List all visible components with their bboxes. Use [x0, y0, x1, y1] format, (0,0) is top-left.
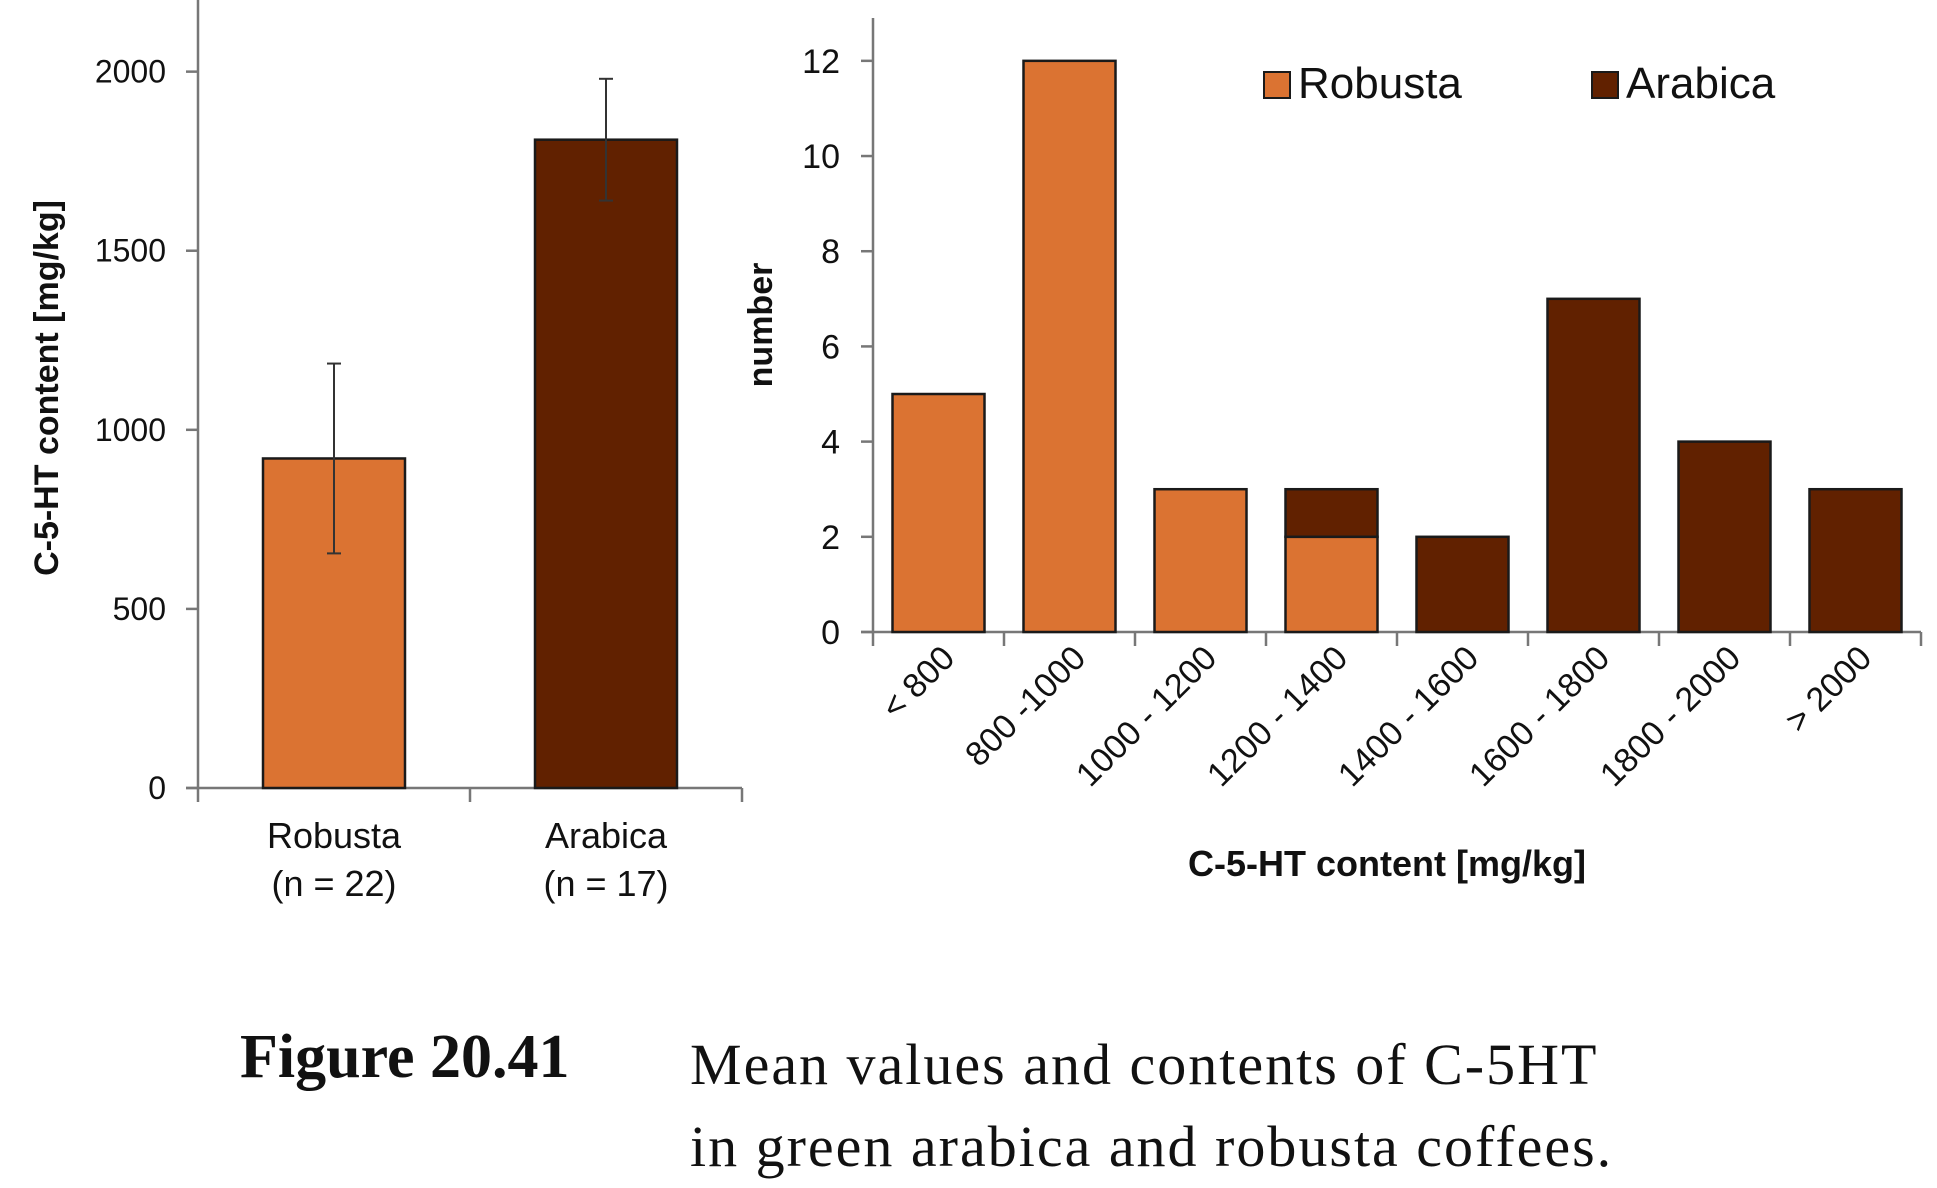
y-tick-label: 2 — [821, 519, 840, 557]
bar-arabica — [1546, 297, 1641, 634]
y-axis-label: C-5-HT content [mg/kg] — [28, 200, 66, 576]
x-category-label: Arabica — [545, 815, 668, 856]
y-tick-label: 0 — [148, 770, 166, 806]
y-axis-label: number — [742, 263, 780, 388]
legend-label-arabica: Arabica — [1626, 59, 1776, 108]
y-tick-label: 0 — [821, 614, 840, 652]
x-category-label: (n = 17) — [543, 863, 668, 904]
bar-robusta — [1153, 487, 1248, 634]
x-category-label: (n = 22) — [271, 863, 396, 904]
x-tick-label: < 800 — [874, 639, 962, 727]
x-tick-label: 1400 - 1600 — [1331, 639, 1486, 794]
caption-line-2: in green arabica and robusta coffees. — [690, 1114, 1614, 1179]
y-tick-label: 500 — [113, 591, 166, 627]
y-tick-label: 2000 — [95, 54, 166, 90]
y-tick-label: 12 — [802, 43, 840, 81]
y-tick-label: 1500 — [95, 233, 166, 269]
legend-swatch-arabica — [1591, 71, 1619, 99]
caption-text: Mean values and contents of C-5HT in gre… — [690, 1024, 1613, 1188]
caption-line-1: Mean values and contents of C-5HT — [690, 1032, 1599, 1097]
bar-arabica — [533, 138, 679, 790]
legend-label-robusta: Robusta — [1298, 59, 1462, 108]
y-tick-label: 10 — [802, 138, 840, 176]
x-tick-label: 800 -1000 — [958, 639, 1093, 774]
x-axis-label: C-5-HT content [mg/kg] — [1188, 843, 1586, 884]
x-tick-label: 1600 - 1800 — [1462, 639, 1617, 794]
bar-arabica — [1677, 440, 1772, 634]
x-category-label: Robusta — [267, 815, 402, 856]
y-tick-label: 4 — [821, 424, 840, 462]
mean-content-chart: 0 500 1000 1500 2000 Robusta (n = 22) Arabica (n… — [28, 0, 744, 904]
y-tick-label: 6 — [821, 328, 840, 366]
x-tick-label: 1800 - 2000 — [1593, 639, 1748, 794]
legend-swatch-robusta — [1263, 71, 1291, 99]
bar-arabica — [1415, 535, 1510, 634]
bar-arabica — [1808, 487, 1903, 634]
y-tick-label: 8 — [821, 233, 840, 271]
bar-robusta — [1022, 59, 1117, 634]
bar-arabica — [1284, 487, 1379, 539]
bar-robusta — [1284, 535, 1379, 634]
y-tick-label: 1000 — [95, 412, 166, 448]
x-tick-label: 1200 - 1400 — [1200, 639, 1355, 794]
x-tick-label: 1000 - 1200 — [1069, 639, 1224, 794]
caption-label: Figure 20.41 — [240, 1023, 570, 1091]
x-tick-label: > 2000 — [1778, 639, 1879, 740]
bar-robusta — [891, 392, 986, 634]
